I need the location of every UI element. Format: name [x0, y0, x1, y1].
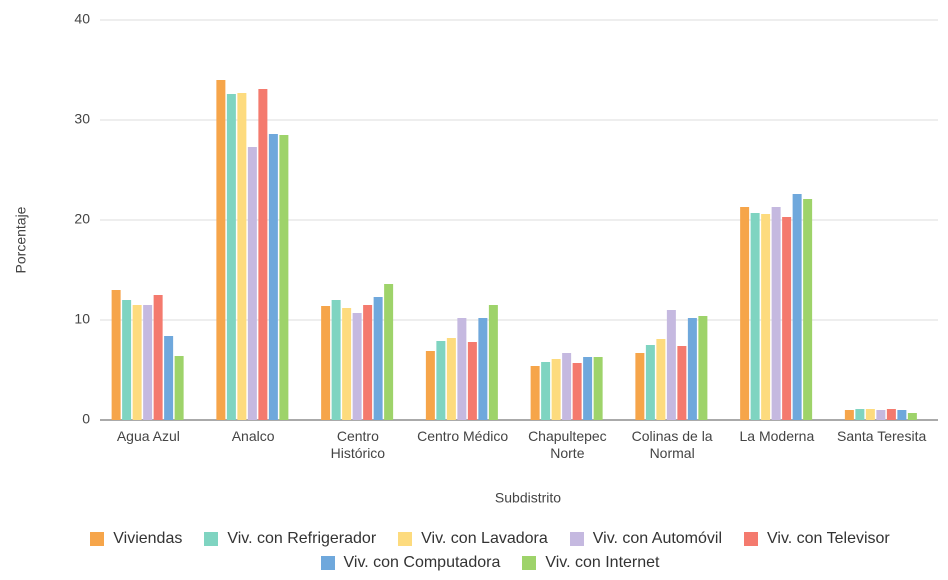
bar — [467, 342, 477, 420]
bar — [740, 207, 750, 420]
legend-item: Viv. con Internet — [522, 554, 659, 572]
legend-item: Viv. con Automóvil — [569, 530, 723, 548]
bar — [352, 313, 362, 420]
bar — [583, 357, 593, 420]
bar — [907, 413, 917, 420]
legend-item: Viv. con Lavadora — [398, 530, 548, 548]
legend-swatch — [320, 556, 335, 570]
y-tick-label: 0 — [82, 411, 90, 427]
bar — [446, 338, 456, 420]
legend-item: Viv. con Refrigerador — [204, 530, 376, 548]
bar — [226, 94, 236, 420]
bar — [321, 306, 331, 420]
bar — [635, 353, 645, 420]
bar — [342, 308, 352, 420]
legend-item: Viv. con Computadora — [320, 554, 501, 572]
bar — [855, 409, 865, 420]
x-tick-label: Colinas de la Normal — [631, 428, 713, 461]
x-tick-label: Centro Histórico — [330, 428, 386, 461]
legend-swatch — [522, 556, 537, 570]
legend: Viviendas Viv. con Refrigerador Viv. con L… — [80, 530, 900, 572]
bar — [886, 409, 896, 420]
bar — [279, 135, 289, 420]
bar — [865, 409, 875, 420]
legend-label: Viv. con Internet — [545, 554, 660, 571]
plot: Subdistrito Porcentaje 0 10 20 30 40 — [13, 11, 938, 506]
bar — [164, 336, 174, 420]
bar — [687, 318, 697, 420]
bar — [237, 93, 247, 420]
bar — [216, 80, 226, 420]
bar — [530, 366, 540, 420]
bar — [268, 134, 278, 420]
y-tick-label: 10 — [74, 311, 90, 327]
bar — [174, 356, 184, 420]
bar — [373, 297, 383, 420]
bar — [488, 305, 498, 420]
bar — [247, 147, 257, 420]
y-tick-label: 40 — [74, 11, 90, 27]
bar — [436, 341, 446, 420]
bar — [258, 89, 268, 420]
bar — [153, 295, 163, 420]
bar — [761, 214, 771, 420]
bar — [897, 410, 907, 420]
bar — [645, 345, 655, 420]
x-axis-title: Subdistrito — [495, 490, 561, 506]
bar — [541, 362, 551, 420]
x-tick-label: Analco — [231, 428, 275, 444]
bar — [551, 359, 561, 420]
legend-swatch — [744, 532, 759, 546]
bar — [331, 300, 341, 420]
x-tick-label: Agua Azul — [116, 428, 180, 444]
bar — [111, 290, 121, 420]
bar — [384, 284, 394, 420]
legend-swatch — [204, 532, 219, 546]
bar — [876, 410, 886, 420]
bar — [562, 353, 572, 420]
bar — [656, 339, 666, 420]
bar — [143, 305, 153, 420]
bar — [782, 217, 792, 420]
legend-label: Viv. con Televisor — [767, 530, 890, 547]
bar — [771, 207, 781, 420]
bar — [792, 194, 802, 420]
x-tick-label: Chapultepec Norte — [528, 428, 607, 461]
bar — [677, 346, 687, 420]
legend-label: Viviendas — [113, 530, 183, 547]
y-tick-label: 30 — [74, 111, 90, 127]
x-tick-label: Centro Médico — [417, 428, 509, 444]
bar — [363, 305, 373, 420]
legend-swatch — [90, 532, 105, 546]
bar — [132, 305, 142, 420]
bar — [122, 300, 132, 420]
legend-swatch — [569, 532, 584, 546]
legend-item: Viviendas — [90, 530, 182, 548]
bar — [750, 213, 760, 420]
bar — [803, 199, 813, 420]
bar — [457, 318, 467, 420]
legend-label: Viv. con Automóvil — [592, 530, 723, 547]
bar — [478, 318, 488, 420]
legend-label: Viv. con Computadora — [343, 554, 501, 571]
bar — [698, 316, 708, 420]
legend-label: Viv. con Lavadora — [421, 530, 548, 547]
x-tick-label: Santa Teresita — [837, 428, 927, 444]
y-axis-title: Porcentaje — [13, 206, 29, 273]
bar — [425, 351, 435, 420]
y-tick-label: 20 — [74, 211, 90, 227]
bar — [844, 410, 854, 420]
legend-item: Viv. con Televisor — [744, 530, 890, 548]
x-tick-label: La Moderna — [739, 428, 815, 444]
bar — [572, 363, 582, 420]
legend-label: Viv. con Refrigerador — [227, 530, 377, 547]
bar — [666, 310, 676, 420]
bar — [593, 357, 603, 420]
legend-swatch — [398, 532, 413, 546]
